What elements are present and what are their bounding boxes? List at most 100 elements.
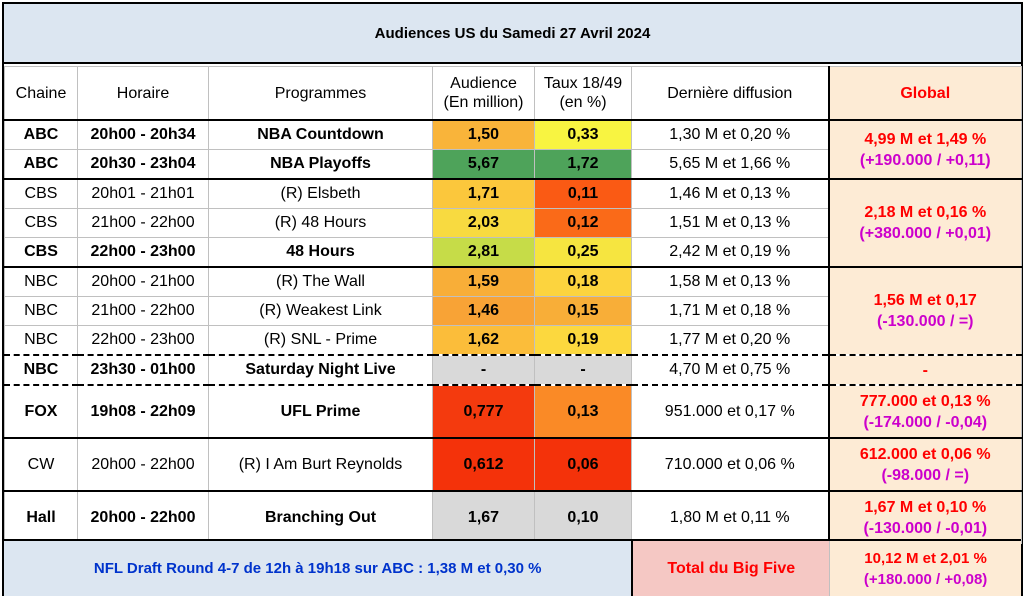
cell-programme: (R) SNL - Prime <box>208 325 433 356</box>
header-taux-line2: (en %) <box>559 94 607 111</box>
cell-horaire: 20h00 - 21h00 <box>77 266 209 297</box>
cell-audience: 2,03 <box>432 208 535 238</box>
cell-taux: 1,72 <box>534 149 632 180</box>
footer-bar: NFL Draft Round 4-7 de 12h à 19h18 sur A… <box>4 539 1021 596</box>
global-cw-sub: (-98.000 / =) <box>881 466 970 484</box>
cell-audience: 1,71 <box>432 178 535 209</box>
table-row: NBC 20h00 - 21h00 (R) The Wall 1,59 0,18… <box>4 266 1022 356</box>
table-row: ABC 20h00 - 20h34 NBA Countdown 1,50 0,3… <box>4 119 1022 180</box>
cell-programme: UFL Prime <box>208 384 433 439</box>
global-cw-main: 612.000 et 0,06 % <box>859 445 991 463</box>
cell-taux: 0,18 <box>534 266 632 297</box>
cell-programme: NBA Countdown <box>208 119 433 150</box>
global-snl: - <box>827 354 1022 386</box>
global-nbc: 1,56 M et 0,17 (-130.000 / =) <box>827 266 1022 356</box>
cell-derniere: 4,70 M et 0,75 % <box>631 354 829 386</box>
cell-horaire: 20h00 - 22h00 <box>77 490 209 544</box>
cell-derniere: 1,46 M et 0,13 % <box>631 178 829 209</box>
table-row: Hall 20h00 - 22h00 Branching Out 1,67 0,… <box>4 490 1022 544</box>
cell-programme: (R) Elsbeth <box>208 178 433 209</box>
cell-audience: 0,777 <box>432 384 535 439</box>
cell-audience: 2,81 <box>432 237 535 268</box>
cell-programme: (R) Weakest Link <box>208 296 433 326</box>
table-row: NBC 21h00 - 22h00 (R) Weakest Link 1,46 … <box>4 296 1022 326</box>
cell-horaire: 20h01 - 21h01 <box>77 178 209 209</box>
global-abc: 4,99 M et 1,49 % (+190.000 / +0,11) <box>827 119 1022 180</box>
cell-derniere: 5,65 M et 1,66 % <box>631 149 829 180</box>
cell-horaire: 19h08 - 22h09 <box>77 384 209 439</box>
nfl-draft-note: NFL Draft Round 4-7 de 12h à 19h18 sur A… <box>4 541 634 596</box>
global-nbc-main: 1,56 M et 0,17 <box>873 292 977 309</box>
cell-derniere: 1,80 M et 0,11 % <box>631 490 829 544</box>
table-row: FOX 19h08 - 22h09 UFL Prime 0,777 0,13 9… <box>4 384 1022 439</box>
table-row: ABC 20h30 - 23h04 NBA Playoffs 5,67 1,72… <box>4 149 1022 180</box>
cell-chaine: ABC <box>4 119 78 150</box>
cell-chaine: CBS <box>4 178 78 209</box>
header-taux: Taux 18/49 (en %) <box>534 66 632 121</box>
total-main: 10,12 M et 2,01 % <box>864 549 987 567</box>
global-fox-main: 777.000 et 0,13 % <box>859 392 991 410</box>
cell-chaine: CBS <box>4 208 78 238</box>
header-audience: Audience (En million) <box>432 66 535 121</box>
cell-programme: (R) I Am Burt Reynolds <box>208 437 433 492</box>
global-hall: 1,67 M et 0,10 % (-130.000 / -0,01) <box>827 490 1022 544</box>
cell-horaire: 21h00 - 22h00 <box>77 296 209 326</box>
cell-derniere: 2,42 M et 0,19 % <box>631 237 829 268</box>
table-row: CBS 20h01 - 21h01 (R) Elsbeth 1,71 0,11 … <box>4 178 1022 268</box>
cell-audience: 0,612 <box>432 437 535 492</box>
header-programmes: Programmes <box>208 66 433 121</box>
cell-taux: 0,13 <box>534 384 632 439</box>
audience-table: Chaine Horaire Programmes Audience (En mi… <box>4 66 1022 544</box>
cell-programme: (R) The Wall <box>208 266 433 297</box>
header-global: Global <box>827 66 1022 121</box>
cell-derniere: 951.000 et 0,17 % <box>631 384 829 439</box>
cell-taux: 0,25 <box>534 237 632 268</box>
cell-programme: 48 Hours <box>208 237 433 268</box>
global-nbc-sub: (-130.000 / =) <box>877 313 974 330</box>
cell-chaine: ABC <box>4 149 78 180</box>
cell-programme: NBA Playoffs <box>208 149 433 180</box>
cell-horaire: 22h00 - 23h00 <box>77 325 209 356</box>
cell-taux: 0,12 <box>534 208 632 238</box>
global-fox-sub: (-174.000 / -0,04) <box>863 413 988 431</box>
cell-programme: Branching Out <box>208 490 433 544</box>
cell-derniere: 1,71 M et 0,18 % <box>631 296 829 326</box>
cell-audience: 1,67 <box>432 490 535 544</box>
global-abc-main: 4,99 M et 1,49 % <box>864 130 987 148</box>
global-cbs: 2,18 M et 0,16 % (+380.000 / +0,01) <box>827 178 1022 268</box>
cell-chaine: CBS <box>4 237 78 268</box>
cell-audience: 1,46 <box>432 296 535 326</box>
cell-chaine: NBC <box>4 266 78 297</box>
total-big-five-value: 10,12 M et 2,01 % (+180.000 / +0,08) <box>830 541 1021 596</box>
cell-horaire: 20h00 - 20h34 <box>77 119 209 150</box>
cell-audience: 1,59 <box>432 266 535 297</box>
global-cbs-main: 2,18 M et 0,16 % <box>864 204 987 221</box>
table-header-row: Chaine Horaire Programmes Audience (En mi… <box>4 66 1022 121</box>
table-row: NBC 23h30 - 01h00 Saturday Night Live - … <box>4 354 1022 386</box>
header-taux-line1: Taux 18/49 <box>543 75 623 92</box>
table-row: CW 20h00 - 22h00 (R) I Am Burt Reynolds … <box>4 437 1022 492</box>
cell-audience: - <box>432 354 535 386</box>
cell-horaire: 23h30 - 01h00 <box>77 354 209 386</box>
table-row: CBS 21h00 - 22h00 (R) 48 Hours 2,03 0,12… <box>4 208 1022 238</box>
cell-programme: Saturday Night Live <box>208 354 433 386</box>
cell-taux: 0,11 <box>534 178 632 209</box>
header-audience-line1: Audience <box>450 75 517 92</box>
global-cbs-sub: (+380.000 / +0,01) <box>859 225 992 242</box>
global-cw: 612.000 et 0,06 % (-98.000 / =) <box>827 437 1022 492</box>
global-fox: 777.000 et 0,13 % (-174.000 / -0,04) <box>827 384 1022 439</box>
cell-chaine: NBC <box>4 296 78 326</box>
cell-chaine: FOX <box>4 384 78 439</box>
cell-chaine: NBC <box>4 325 78 356</box>
cell-programme: (R) 48 Hours <box>208 208 433 238</box>
cell-derniere: 710.000 et 0,06 % <box>631 437 829 492</box>
cell-derniere: 1,30 M et 0,20 % <box>631 119 829 150</box>
header-derniere-diffusion: Dernière diffusion <box>631 66 829 121</box>
cell-derniere: 1,58 M et 0,13 % <box>631 266 829 297</box>
report-title: Audiences US du Samedi 27 Avril 2024 <box>4 4 1021 64</box>
cell-taux: 0,10 <box>534 490 632 544</box>
cell-horaire: 21h00 - 22h00 <box>77 208 209 238</box>
cell-derniere: 1,51 M et 0,13 % <box>631 208 829 238</box>
cell-chaine: Hall <box>4 490 78 544</box>
